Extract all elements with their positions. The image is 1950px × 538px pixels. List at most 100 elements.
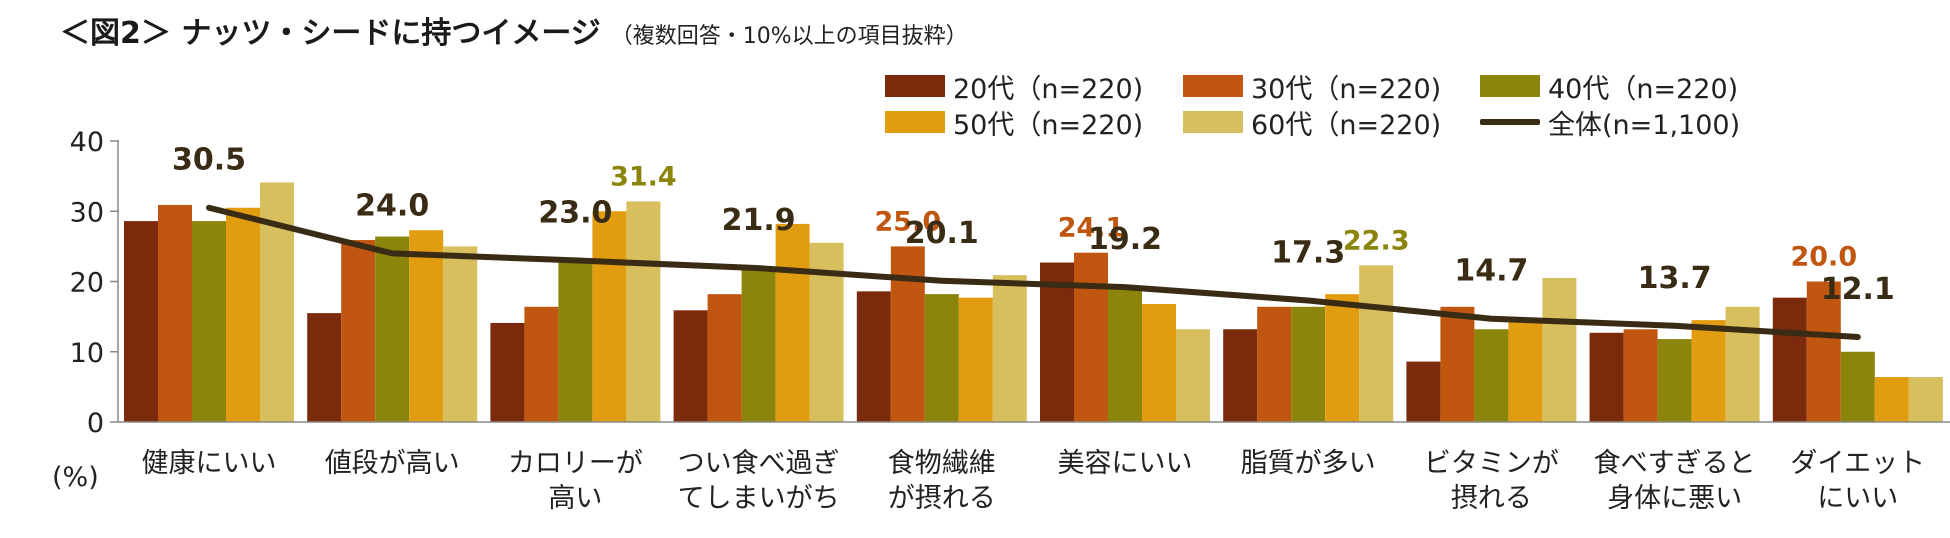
x-tick-label: 摂れる [1451, 483, 1532, 514]
bar [1223, 329, 1258, 422]
bar [1074, 252, 1108, 422]
x-tick-label: 身体に悪い [1607, 483, 1742, 514]
data-label: 12.1 [1821, 272, 1895, 307]
legend-item-50s: 50代（n=220) [885, 104, 1144, 141]
data-label: 21.9 [722, 203, 796, 238]
bar [490, 322, 525, 422]
x-tick-label: 食物繊維 [888, 448, 996, 479]
x-tick-label: 高い [548, 483, 602, 514]
bar [856, 291, 891, 422]
bar [158, 204, 192, 422]
bar [1325, 294, 1360, 422]
bar [341, 240, 376, 422]
legend-swatch-40s [1480, 75, 1540, 97]
bar [1406, 361, 1441, 422]
bar [958, 297, 993, 422]
bar [924, 294, 959, 422]
bar [890, 246, 925, 422]
bar [192, 221, 226, 422]
legend-item-40s: 40代（n=220) [1480, 68, 1739, 105]
bar [1691, 320, 1726, 422]
total-line [206, 204, 1861, 340]
bar [1589, 332, 1624, 422]
bar [1806, 281, 1841, 422]
legend-label-30s: 30代（n=220) [1251, 73, 1442, 105]
bar [409, 230, 444, 422]
y-tick-label: 10 [70, 338, 104, 369]
bar [1623, 329, 1658, 422]
bar [1257, 306, 1292, 422]
bar [1040, 262, 1074, 422]
chart-subtitle: （複数回答・10%以上の項目抜粋） [610, 24, 968, 49]
bar [1108, 287, 1142, 422]
bar [1725, 306, 1760, 422]
data-label: 17.3 [1271, 235, 1345, 270]
bar [775, 223, 810, 422]
legend-item-total: 全体(n=1,100) [1480, 104, 1740, 141]
legend-label-60s: 60代（n=220) [1251, 109, 1442, 141]
bar [1508, 320, 1543, 422]
legend-item-60s: 60代（n=220) [1183, 104, 1442, 141]
legend-label-20s: 20代（n=220) [953, 73, 1144, 105]
chart-title: ＜図2＞ ナッツ・シードに持つイメージ [60, 16, 601, 51]
bar [1440, 306, 1475, 422]
legend-swatch-30s [1183, 75, 1243, 97]
bar [260, 182, 294, 422]
data-label: 20.1 [905, 216, 979, 251]
legend-swatch-60s [1183, 111, 1243, 133]
bar [443, 246, 478, 422]
x-tick-label: つい食べ過ぎ [678, 448, 840, 479]
bar [592, 211, 627, 422]
legend-line-total [1480, 119, 1540, 125]
data-label: 25.0 [874, 206, 941, 237]
legend-item-20s: 20代（n=220) [885, 68, 1144, 105]
x-tick-label: カロリーが [508, 448, 643, 479]
x-tick-label: てしまいがち [678, 483, 840, 514]
bar [741, 268, 776, 422]
chart-title-area: ＜図2＞ ナッツ・シードに持つイメージ （複数回答・10%以上の項目抜粋） [60, 8, 968, 58]
data-label: 13.7 [1638, 261, 1712, 296]
bar [524, 306, 559, 422]
y-tick-label: 40 [70, 127, 104, 158]
x-tick-label: が摂れる [888, 483, 996, 514]
data-label: 24.1 [1058, 213, 1125, 244]
y-tick-label: 20 [70, 268, 104, 299]
bar [307, 313, 342, 422]
bar [1772, 297, 1807, 422]
legend-swatch-20s [885, 75, 945, 97]
bar [1142, 303, 1176, 422]
y-axis-unit: (%) [52, 462, 99, 493]
data-label: 14.7 [1454, 254, 1528, 289]
bar [375, 236, 410, 422]
legend-label-50s: 50代（n=220) [953, 109, 1144, 141]
bar [992, 275, 1027, 422]
bar [626, 201, 661, 422]
x-tick-label: 食べすぎると [1594, 448, 1756, 479]
data-label: 23.0 [538, 195, 612, 230]
x-tick-label: 健康にいい [142, 448, 277, 479]
data-label: 20.0 [1790, 242, 1857, 273]
bar [1474, 329, 1509, 422]
bar [226, 207, 260, 422]
y-tick-label: 30 [70, 197, 104, 228]
legend-item-30s: 30代（n=220) [1183, 68, 1442, 105]
bar [1874, 377, 1909, 422]
data-label: 22.3 [1343, 225, 1410, 256]
bar [1840, 351, 1875, 422]
bar [1657, 339, 1692, 422]
legend-label-40s: 40代（n=220) [1548, 73, 1739, 105]
bar [558, 262, 593, 422]
x-tick-label: ビタミンが [1424, 448, 1559, 479]
data-label: 24.0 [355, 188, 429, 223]
x-tick-label: 値段が高い [325, 448, 460, 479]
data-label: 19.2 [1088, 222, 1162, 257]
x-tick-label: ダイエット [1790, 448, 1925, 479]
bar [673, 310, 708, 422]
data-label: 31.4 [610, 161, 677, 192]
bar [1176, 329, 1210, 422]
bar [1542, 277, 1577, 422]
bar [1908, 377, 1943, 422]
data-label: 30.5 [172, 143, 246, 178]
bar [1291, 306, 1326, 422]
